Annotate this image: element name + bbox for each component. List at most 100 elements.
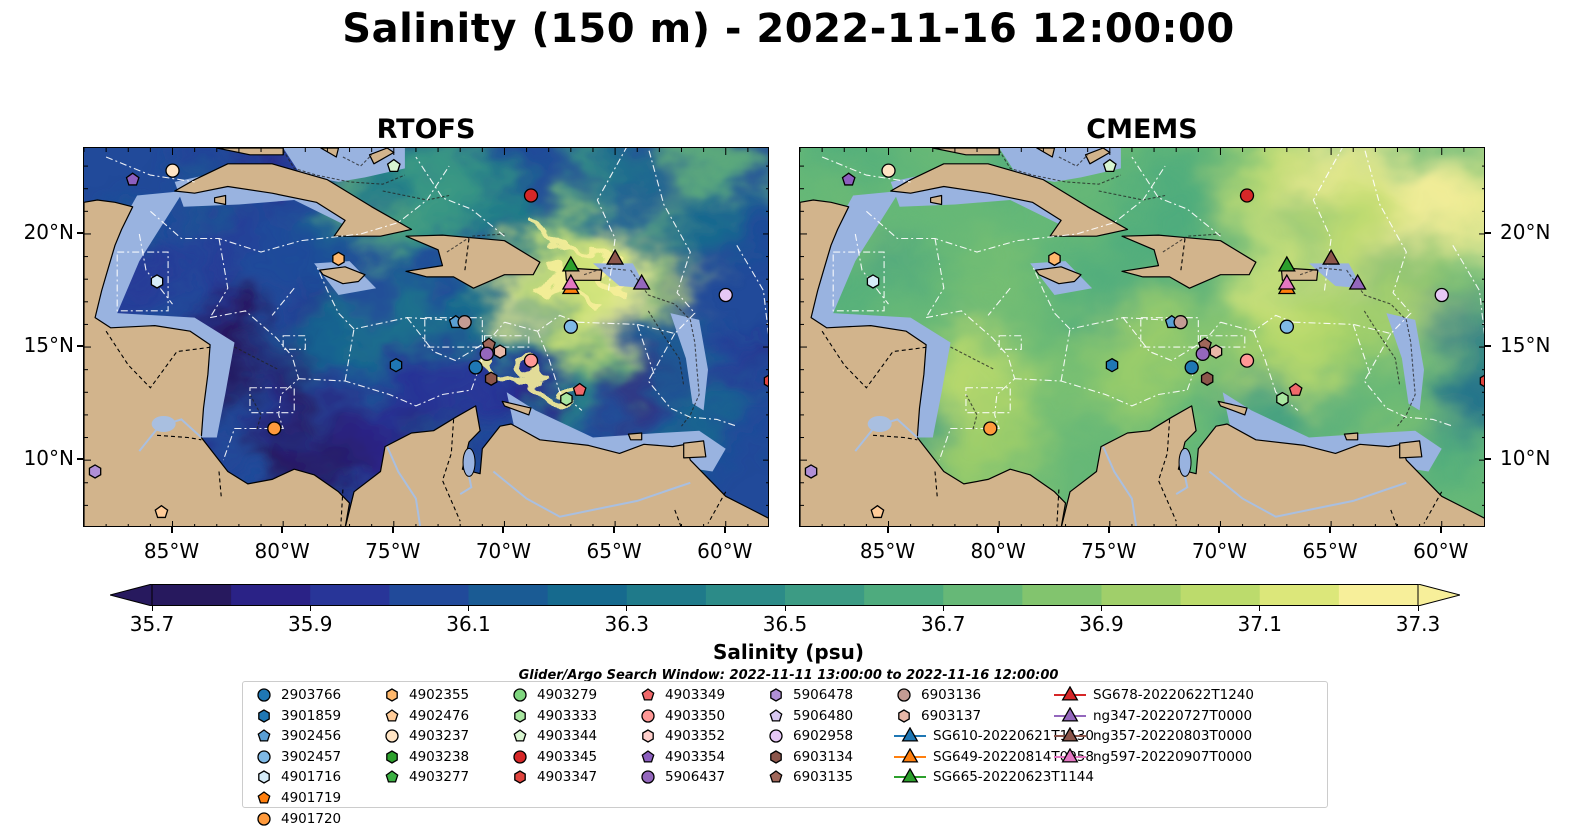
legend-marker-4901720 bbox=[257, 811, 271, 826]
legend-label: 4903237 bbox=[409, 728, 470, 745]
lon-tick-mark bbox=[170, 527, 173, 533]
colorbar-tick-mark bbox=[1101, 606, 1102, 611]
legend-marker-3902457 bbox=[257, 750, 271, 764]
land-masses bbox=[800, 148, 1484, 526]
marker-4903350 bbox=[1239, 353, 1255, 368]
triangle-marker-icon bbox=[1054, 747, 1086, 763]
legend-label: 4901719 bbox=[281, 790, 342, 806]
rivers bbox=[854, 415, 1407, 526]
frame-ticks bbox=[800, 148, 1484, 526]
legend-entry: 4903354 bbox=[637, 747, 725, 767]
pentagon-marker-icon bbox=[769, 708, 783, 722]
marker-2903766 bbox=[468, 360, 483, 375]
lon-tick-mark bbox=[997, 527, 1000, 533]
colorbar-bin bbox=[864, 584, 944, 606]
legend-label: SG610-20220621T1130 bbox=[933, 728, 1094, 745]
marker-4903349 bbox=[572, 382, 587, 396]
frame-ticks bbox=[84, 148, 768, 526]
lon-tick-mark bbox=[1107, 527, 1110, 533]
marker-5906437 bbox=[479, 346, 494, 361]
rtofs-salinity-map bbox=[83, 147, 769, 527]
legend-label: 4901716 bbox=[281, 769, 342, 786]
legend-entry: SG665-20220623T1144 bbox=[893, 767, 1094, 787]
hexagon-marker-icon bbox=[642, 729, 654, 743]
marker-4903237 bbox=[881, 163, 896, 178]
legend-marker-4903347 bbox=[514, 770, 526, 785]
lat-tick-mark bbox=[1485, 458, 1491, 461]
colorbar-bin bbox=[389, 584, 469, 606]
legend-marker-4903238 bbox=[386, 750, 398, 764]
lon-tick-mark bbox=[613, 527, 616, 533]
lat-tick-mark bbox=[1485, 345, 1491, 348]
marker-3902457 bbox=[1279, 319, 1294, 334]
colorbar-bins bbox=[152, 584, 1419, 606]
legend-entry: SG610-20220621T1130 bbox=[893, 726, 1094, 746]
colorbar-bin bbox=[943, 584, 1023, 606]
bathymetry-contours bbox=[234, 150, 700, 431]
marker-6902958 bbox=[1434, 287, 1449, 303]
legend-marker-6903135 bbox=[769, 770, 783, 783]
legend-marker-3901859 bbox=[258, 708, 270, 723]
lon-tick-mark bbox=[886, 527, 889, 533]
legend-label: 4903354 bbox=[665, 748, 726, 765]
circle-marker-icon bbox=[257, 688, 271, 702]
legend-entry: 4903238 bbox=[381, 747, 469, 767]
colorbar-tick-label: 35.7 bbox=[129, 612, 175, 636]
lat-tick-label-left: 20°N bbox=[23, 219, 74, 244]
legend-marker-4902355 bbox=[386, 688, 398, 702]
lat-tick-label-right: 20°N bbox=[1500, 219, 1551, 244]
legend-marker-ng347-20220727T0000 bbox=[1061, 706, 1079, 722]
colorbar-bin bbox=[626, 584, 707, 606]
panel-title-cmems: CMEMS bbox=[1086, 114, 1198, 145]
pentagon-marker-icon bbox=[257, 791, 271, 804]
legend-label: 6903134 bbox=[793, 748, 854, 765]
legend-entry: 4903333 bbox=[509, 706, 597, 726]
legend-marker-4903349 bbox=[641, 688, 655, 701]
colorbar-tick-mark bbox=[1417, 606, 1419, 611]
colorbar-bin bbox=[1180, 584, 1261, 606]
circle-marker-icon bbox=[769, 729, 783, 743]
legend-entry: 3902456 bbox=[253, 726, 341, 746]
legend-label: ng357-20220803T0000 bbox=[1093, 728, 1253, 745]
lon-tick-label: 75°W bbox=[1081, 539, 1137, 563]
legend-label: 4903347 bbox=[537, 769, 598, 786]
legend-label: 3902457 bbox=[281, 748, 342, 765]
marker-4902476 bbox=[870, 504, 885, 519]
legend-entry: 4903345 bbox=[509, 747, 597, 767]
marker-ng597-20220907T0000 bbox=[561, 273, 580, 290]
hexagon-marker-icon bbox=[770, 688, 782, 702]
legend-label: 6903136 bbox=[921, 687, 982, 703]
triangle-marker-icon bbox=[1054, 727, 1086, 742]
lon-tick-label: 65°W bbox=[586, 539, 642, 563]
legend-entry: 4903350 bbox=[637, 706, 725, 726]
colorbar-tick-label: 35.9 bbox=[287, 612, 333, 636]
legend-marker-4903237 bbox=[385, 729, 399, 743]
colorbar-bin bbox=[1101, 584, 1182, 606]
colorbar-bin bbox=[152, 584, 232, 606]
colorbar-extend-low bbox=[110, 584, 153, 606]
legend-marker-SG649-20220814T0958 bbox=[901, 747, 919, 763]
colorbar-tick-mark bbox=[468, 606, 469, 611]
salinity-field bbox=[84, 148, 768, 526]
lon-tick-label: 60°W bbox=[697, 539, 753, 563]
marker-ng597-20220907T0000 bbox=[1277, 273, 1296, 290]
marker-4903344 bbox=[1102, 158, 1117, 173]
legend-marker-4901716 bbox=[258, 770, 270, 785]
legend-entry: 4901716 bbox=[253, 767, 341, 787]
colorbar-bin bbox=[705, 584, 786, 606]
legend-marker-5906480 bbox=[769, 708, 783, 722]
lon-tick-label: 80°W bbox=[254, 539, 310, 563]
lon-tick-mark bbox=[391, 527, 394, 533]
legend-entry: 4903352 bbox=[637, 726, 725, 746]
marker-4902355 bbox=[332, 251, 345, 267]
marker-5906478 bbox=[88, 464, 102, 479]
legend-marker-ng357-20220803T0000 bbox=[1061, 727, 1079, 742]
legend-label: 4903344 bbox=[537, 728, 598, 745]
colorbar-bin bbox=[1022, 584, 1102, 606]
legend-label: 5906437 bbox=[665, 769, 726, 786]
marker-4903349 bbox=[1288, 382, 1303, 396]
country-borders bbox=[105, 238, 727, 526]
lat-tick-mark bbox=[77, 231, 83, 234]
legend-marker-4903350 bbox=[641, 708, 655, 723]
colorbar-bin bbox=[1338, 584, 1419, 606]
